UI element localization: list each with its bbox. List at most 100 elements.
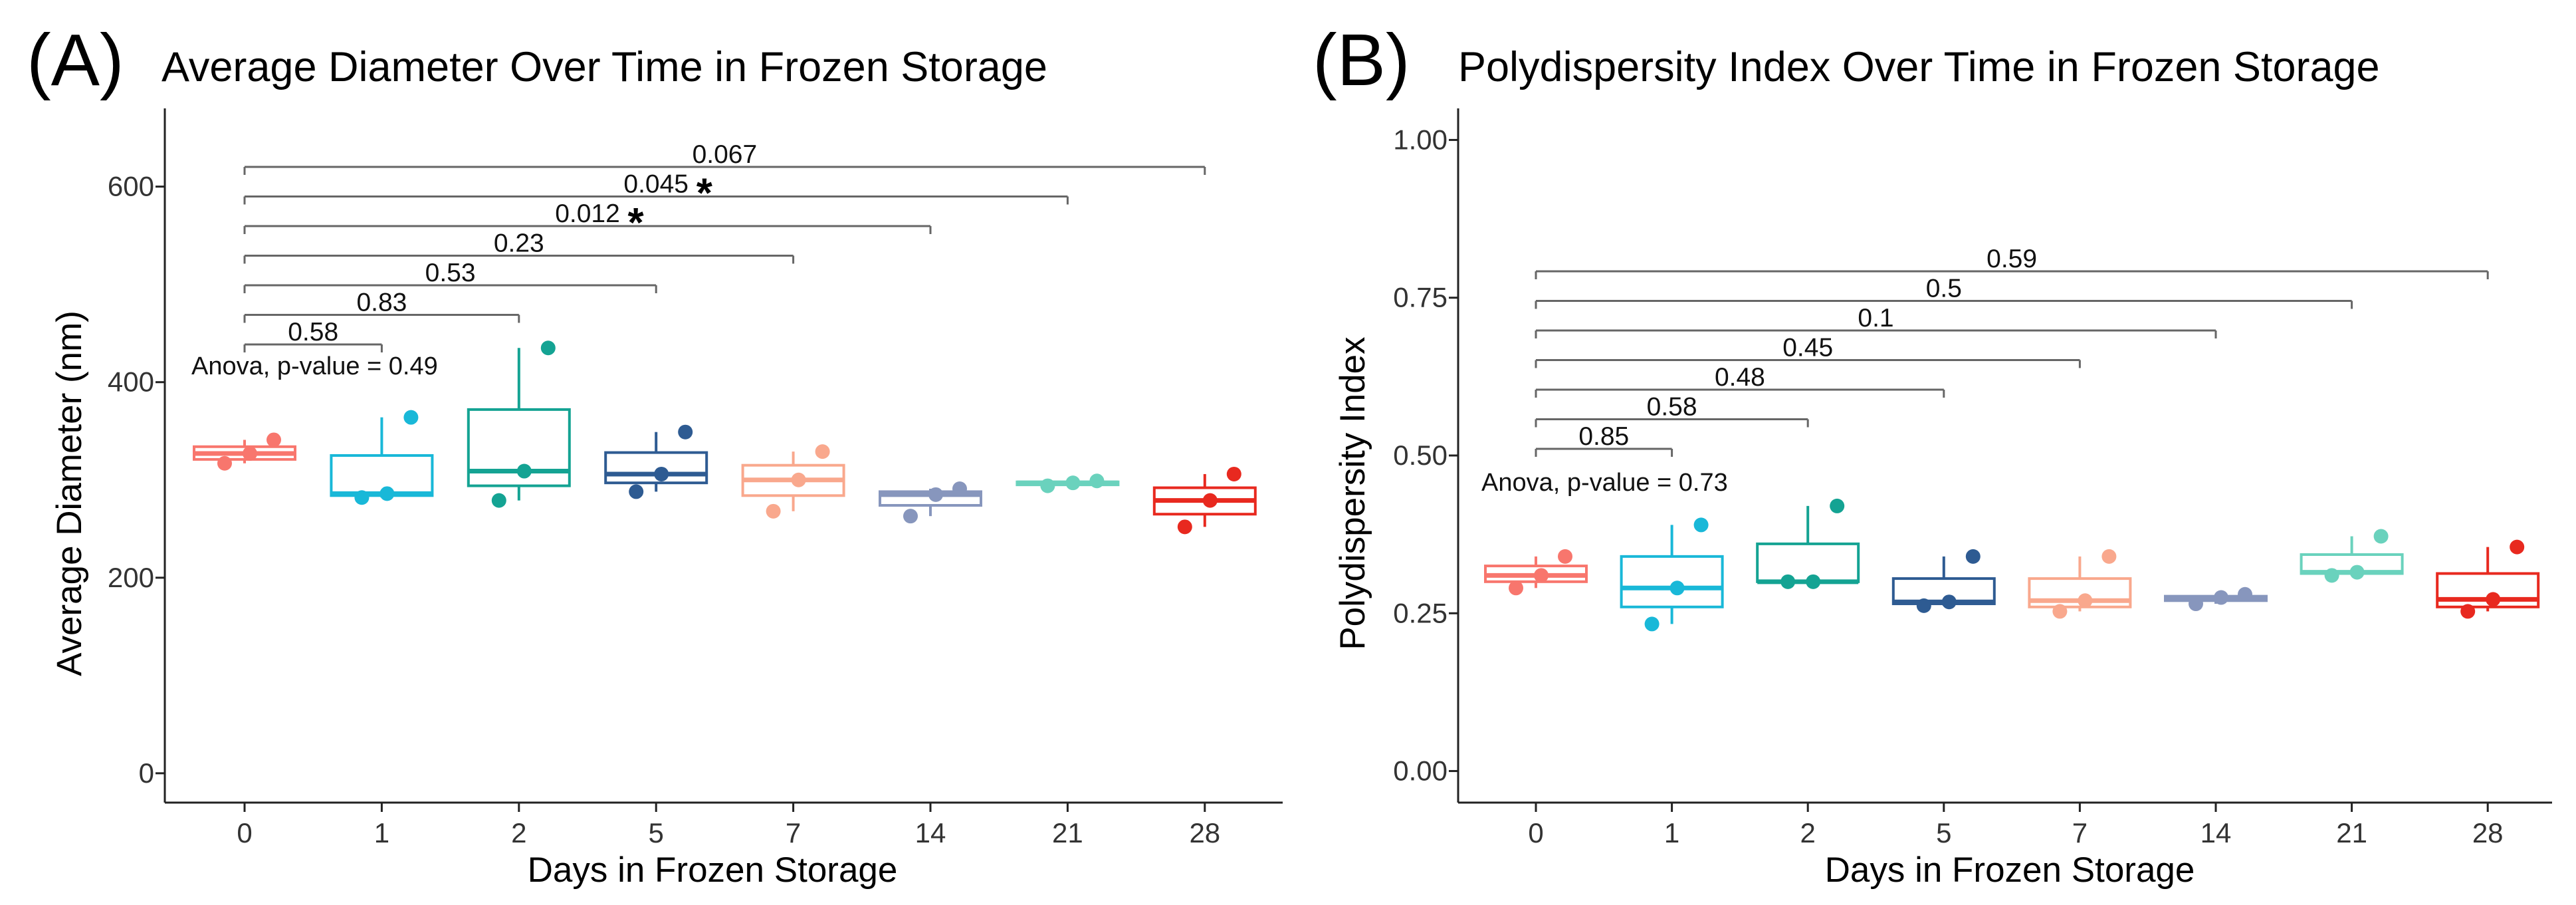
panel-b-box [2028, 577, 2132, 608]
panel-a-x-tick-label: 28 [1189, 817, 1220, 848]
panel-a-data-point [1202, 493, 1218, 508]
panel-b-x-tick-label: 14 [2200, 817, 2232, 848]
panel-b-x-tick-label: 1 [1664, 817, 1679, 848]
panel-b-bracket-pvalue: 0.48 [1715, 363, 1765, 392]
panel-b-data-point [2486, 592, 2501, 607]
panel-a-bracket-pvalue: 0.045 [623, 170, 689, 199]
panel-a-data-point [1226, 466, 1241, 481]
panel-a-data-point [403, 410, 419, 425]
panel-b-data-point [1941, 594, 1957, 610]
panel-a-data-point [928, 487, 943, 502]
panel-b: (B) Polydispersity Index Over Time in Fr… [1313, 19, 2552, 890]
panel-b-x-tick-label: 28 [2472, 817, 2504, 848]
panel-a-x-tick-label: 7 [786, 817, 801, 848]
panel-a-y-tick-label: 0 [139, 757, 154, 789]
panel-b-data-point [1806, 574, 1821, 589]
panel-b-data-point [2349, 565, 2365, 580]
panel-a-letter: (A) [27, 19, 124, 101]
panel-b-bracket-pvalue: 0.45 [1782, 334, 1833, 362]
panel-a-x-tick-label: 1 [374, 817, 389, 848]
panel-a-data-point [267, 432, 281, 448]
panel-a-data-point [791, 472, 806, 487]
panel-a: (A) Average Diameter Over Time in Frozen… [27, 19, 1283, 890]
panel-b-data-point [2373, 529, 2389, 544]
panel-a-data-point [354, 490, 370, 505]
panel-b-data-point [1916, 598, 1931, 613]
panel-b-data-point [1669, 581, 1685, 596]
panel-b-data-point [2189, 596, 2203, 612]
panel-b-y-tick-label: 0.75 [1393, 282, 1448, 313]
panel-a-data-point [379, 486, 395, 501]
panel-b-data-point [1830, 498, 1845, 513]
panel-a-significance-star: * [697, 171, 713, 217]
panel-b-data-point [1780, 574, 1796, 589]
panel-b-box [1620, 555, 1724, 608]
panel-b-bracket-pvalue: 0.59 [1986, 245, 2037, 273]
panel-a-bracket-pvalue: 0.53 [425, 259, 476, 287]
panel-a-marks: 0 200 400 600 0 1 2 5 7 14 21 28 0.58 0.83 0.53 0.23 0.0… [108, 140, 1257, 848]
panel-b-bracket-pvalue: 0.5 [1926, 275, 1962, 303]
panel-a-x-tick-label: 0 [237, 817, 252, 848]
panel-a-y-tick-label: 600 [108, 171, 154, 202]
panel-b-data-point [1965, 549, 1981, 564]
panel-a-y-tick-label: 200 [108, 562, 154, 593]
panel-b-x-tick-label: 0 [1528, 817, 1543, 848]
panel-a-x-tick-label: 21 [1052, 817, 1083, 848]
panel-a-x-axis-title: Days in Frozen Storage [528, 850, 898, 890]
panel-a-data-point [217, 455, 232, 471]
panel-b-anova-label: Anova, p-value = 0.73 [1481, 469, 1728, 497]
panel-a-data-point [243, 446, 257, 461]
panel-b-data-point [1558, 549, 1572, 564]
panel-b-title: Polydispersity Index Over Time in Frozen… [1458, 44, 2380, 90]
panel-b-y-tick-label: 0.25 [1393, 597, 1448, 628]
panel-a-bracket-pvalue: 0.83 [356, 289, 407, 317]
panel-a-data-point [629, 484, 644, 499]
panel-b-data-point [2324, 568, 2339, 583]
panel-b-bracket-pvalue: 0.1 [1858, 304, 1893, 332]
panel-b-marks: 0.00 0.25 0.50 0.75 1.00 0 1 2 5 7 14 21 28 0.85 0.58 0… [1393, 124, 2540, 848]
panel-b-data-point [1509, 581, 1523, 596]
panel-b-box [1756, 542, 1860, 583]
panel-b-data-point [2101, 549, 2117, 564]
panel-a-x-tick-label: 5 [649, 817, 664, 848]
panel-a-data-point [1089, 473, 1105, 489]
panel-b-data-point [2078, 593, 2093, 608]
panel-a-data-point [1040, 478, 1055, 493]
panel-a-data-point [766, 503, 781, 519]
panel-b-box [2436, 572, 2540, 608]
panel-a-bracket-pvalue: 0.067 [693, 140, 758, 169]
panel-a-x-tick-label: 14 [915, 817, 946, 848]
panel-a-box [604, 451, 708, 485]
panel-b-y-tick-label: 1.00 [1393, 124, 1448, 155]
panel-b-letter: (B) [1313, 19, 1410, 101]
panel-a-data-point [678, 424, 693, 440]
panel-a-data-point [952, 481, 967, 496]
panel-b-data-point [2510, 539, 2525, 555]
panel-a-significance-star: * [628, 200, 645, 246]
panel-a-x-tick-label: 2 [511, 817, 526, 848]
panel-a-data-point [903, 509, 918, 524]
panel-a-data-point [516, 463, 532, 479]
panel-b-y-tick-label: 0.00 [1393, 755, 1448, 787]
panel-b-data-point [2052, 604, 2068, 619]
panel-a-data-point [815, 444, 830, 459]
panel-a-data-point [491, 493, 506, 508]
panel-a-y-axis-title: Average Diameter (nm) [50, 311, 89, 676]
panel-b-y-tick-label: 0.50 [1393, 440, 1448, 471]
panel-a-box [467, 408, 571, 487]
panel-b-x-tick-label: 21 [2336, 817, 2367, 848]
panel-b-data-point [1693, 517, 1709, 533]
panel-b-x-tick-label: 2 [1800, 817, 1816, 848]
panel-a-bracket-pvalue: 0.23 [494, 229, 544, 258]
panel-a-anova-label: Anova, p-value = 0.49 [191, 352, 438, 380]
panel-b-x-tick-label: 7 [2072, 817, 2088, 848]
panel-b-data-point [1534, 568, 1549, 583]
panel-b-x-axis-title: Days in Frozen Storage [1825, 850, 2195, 890]
panel-a-title: Average Diameter Over Time in Frozen Sto… [161, 44, 1047, 90]
panel-a-bracket-pvalue: 0.58 [288, 318, 338, 346]
panel-b-x-tick-label: 5 [1936, 817, 1951, 848]
panel-b-bracket-pvalue: 0.58 [1647, 393, 1697, 422]
panel-a-bracket-pvalue: 0.012 [555, 199, 620, 228]
panel-a-y-tick-label: 400 [108, 366, 154, 398]
